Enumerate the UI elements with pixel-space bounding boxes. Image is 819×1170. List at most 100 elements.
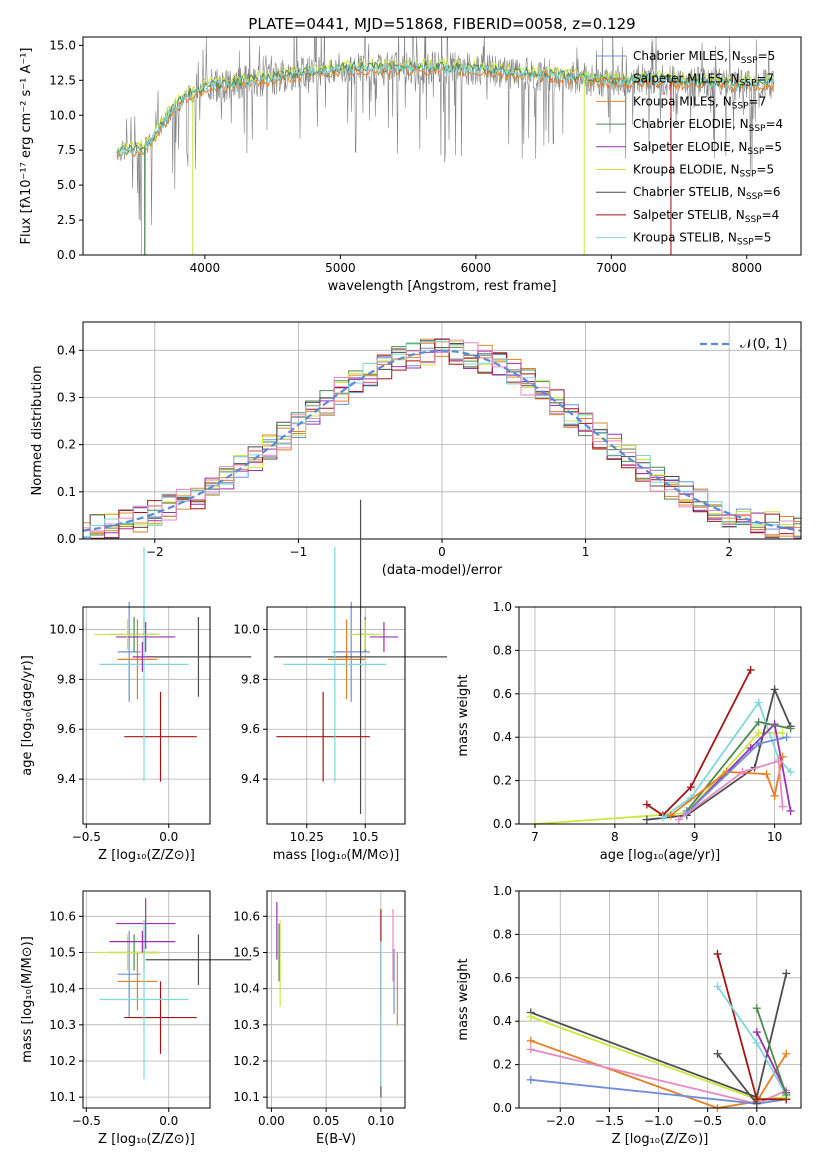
y-tick-label: 10.1 [233,1090,260,1104]
x-tick-label: 8000 [732,261,763,275]
x-tick-label: −0.5 [72,1114,101,1128]
weight-marker [642,800,651,809]
x-tick-label: −0.5 [72,830,101,844]
legend-label: Chabrier MILES, NSSP=5 [633,49,775,66]
axes-frame [82,36,802,256]
residuals-panel: −2 −1 0 1 2 0.0 0.1 0.2 0.3 0.4 (data-model)/error… [30,321,802,578]
x-tick-label: 0 [438,545,446,559]
observed-spectrum-line [116,37,774,255]
weight-marker [526,1045,535,1054]
y-axis-label: mass [log₁₀(M/M⊙)] [20,936,35,1063]
y-tick-label: 10.3 [49,1018,76,1032]
model-spectrum-line [116,62,775,156]
legend-label-rest: =5 [754,231,772,245]
gaussian-curve [82,349,802,532]
x-tick-label: −0.5 [693,1114,722,1128]
legend-label-sub: SSP [746,192,763,202]
weight-marker [666,811,675,820]
y-axis-label: Normed distribution [30,366,45,496]
x-tick-label: 8 [611,830,619,844]
legend-label-sub: SSP [740,79,757,89]
x-tick-label: 7000 [596,261,627,275]
weight-marker [786,806,795,815]
legend-label-rest: =5 [758,49,776,63]
y-tick-label: 9.6 [241,722,260,736]
x-tick-label: 5000 [325,261,356,275]
y-tick-label: 0.2 [493,774,512,788]
weight-marker [713,982,722,991]
legend-label-rest: =7 [756,72,774,86]
weight-marker [782,969,791,978]
legend-label-sub: SSP [747,147,764,157]
residual-histogram [83,339,801,540]
weight-marker [782,733,791,742]
y-tick-label: 0.4 [493,730,512,744]
x-tick-label: 7 [531,830,539,844]
y-tick-label: 0.0 [57,532,76,546]
weight-marker [713,949,722,958]
y-tick-label: 1.0 [493,600,512,614]
spectrum-lines [116,37,775,255]
chart-title: PLATE=0441, MJD=51868, FIBERID=0058, z=0… [248,15,635,33]
legend-label: Salpeter MILES, NSSP=7 [633,72,774,89]
y-tick-label: 0.6 [493,687,512,701]
axes-frame [518,606,802,825]
weight-series-line [646,686,792,821]
x-tick-label: 9 [691,830,699,844]
x-tick-label: 0.00 [258,1114,285,1128]
y-tick-label: 0.3 [57,390,76,404]
x-axis-label: Z [log₁₀(Z/Z⊙)] [98,1132,195,1147]
y-tick-label: 0.1 [57,485,76,499]
x-tick-label: 0.0 [747,1114,766,1128]
legend-label-n: N [723,94,732,108]
x-tick-label: 0.0 [159,830,178,844]
x-tick-label: 0.0 [159,1114,178,1128]
x-tick-label: 0.10 [368,1114,395,1128]
legend-label: Chabrier ELODIE, NSSP=4 [633,117,783,134]
axes-frame [266,890,406,1109]
y-tick-label: 0.8 [493,927,512,941]
x-tick-label: 10.25 [290,830,324,844]
y-tick-label: 10.3 [233,1018,260,1032]
y-tick-label: 0.2 [493,1058,512,1072]
mass_vs_Z-panel: −0.5 0.0 10.1 10.2 10.3 10.4 10.5 10.6 Z [log₁₀(… [20,890,252,1147]
x-tick-label: −1 [290,545,308,559]
spectrum-panel: 4000 5000 6000 7000 8000 0.0 2.5 5.0 7.5 10.0 12.5… [19,15,802,294]
weight-marker [738,767,747,776]
weight-marker [782,1090,791,1099]
y-tick-label: 10.0 [233,622,260,636]
legend-label-sub: SSP [732,101,749,111]
weight-marker [782,1049,791,1058]
legend-label-rest: =7 [749,94,767,108]
weight-marker [770,685,779,694]
legend-label-n: N [736,208,745,222]
y-tick-label: 10.6 [233,909,260,923]
legend-label-n: N [732,49,741,63]
mass_vs_ebv-panel: 0.00 0.05 0.10 10.1 10.2 10.3 10.4 10.5 10.6 E(B-… [233,890,406,1147]
y-tick-label: 0.0 [57,248,76,262]
weight-marker [786,767,795,776]
legend-label-n: N [737,185,746,199]
x-axis-label: mass [log₁₀(M/M⊙)] [273,848,400,863]
y-axis-label: mass weight [456,674,471,756]
y-tick-label: 10.2 [233,1054,260,1068]
y-tick-label: 0.0 [493,817,512,831]
axes-frame [82,890,211,1109]
legend-label: Salpeter ELODIE, NSSP=5 [633,140,782,157]
legend-label: Salpeter STELIB, NSSP=4 [633,208,779,225]
y-tick-label: 7.5 [57,143,76,157]
y-tick-label: 10.2 [49,1054,76,1068]
x-axis-label: (data-model)/error [382,563,503,578]
weight-marker [658,813,667,822]
y-tick-label: 0.4 [57,343,76,357]
legend-label-rest: =4 [762,208,780,222]
weight-marker [713,1049,722,1058]
legend-label-n: N [731,72,740,86]
x-axis-label: E(B-V) [316,1132,356,1147]
weight-marker [526,1075,535,1084]
y-tick-label: 12.5 [49,73,76,87]
weight-series-line [530,1039,788,1109]
weight_vs_Z-panel: −2.0 −1.5 −1.0 −0.5 0.0 0.0 0.2 0.4 0.6 0.8 1.0 Z [… [456,884,802,1147]
y-tick-label: 9.8 [241,672,260,686]
